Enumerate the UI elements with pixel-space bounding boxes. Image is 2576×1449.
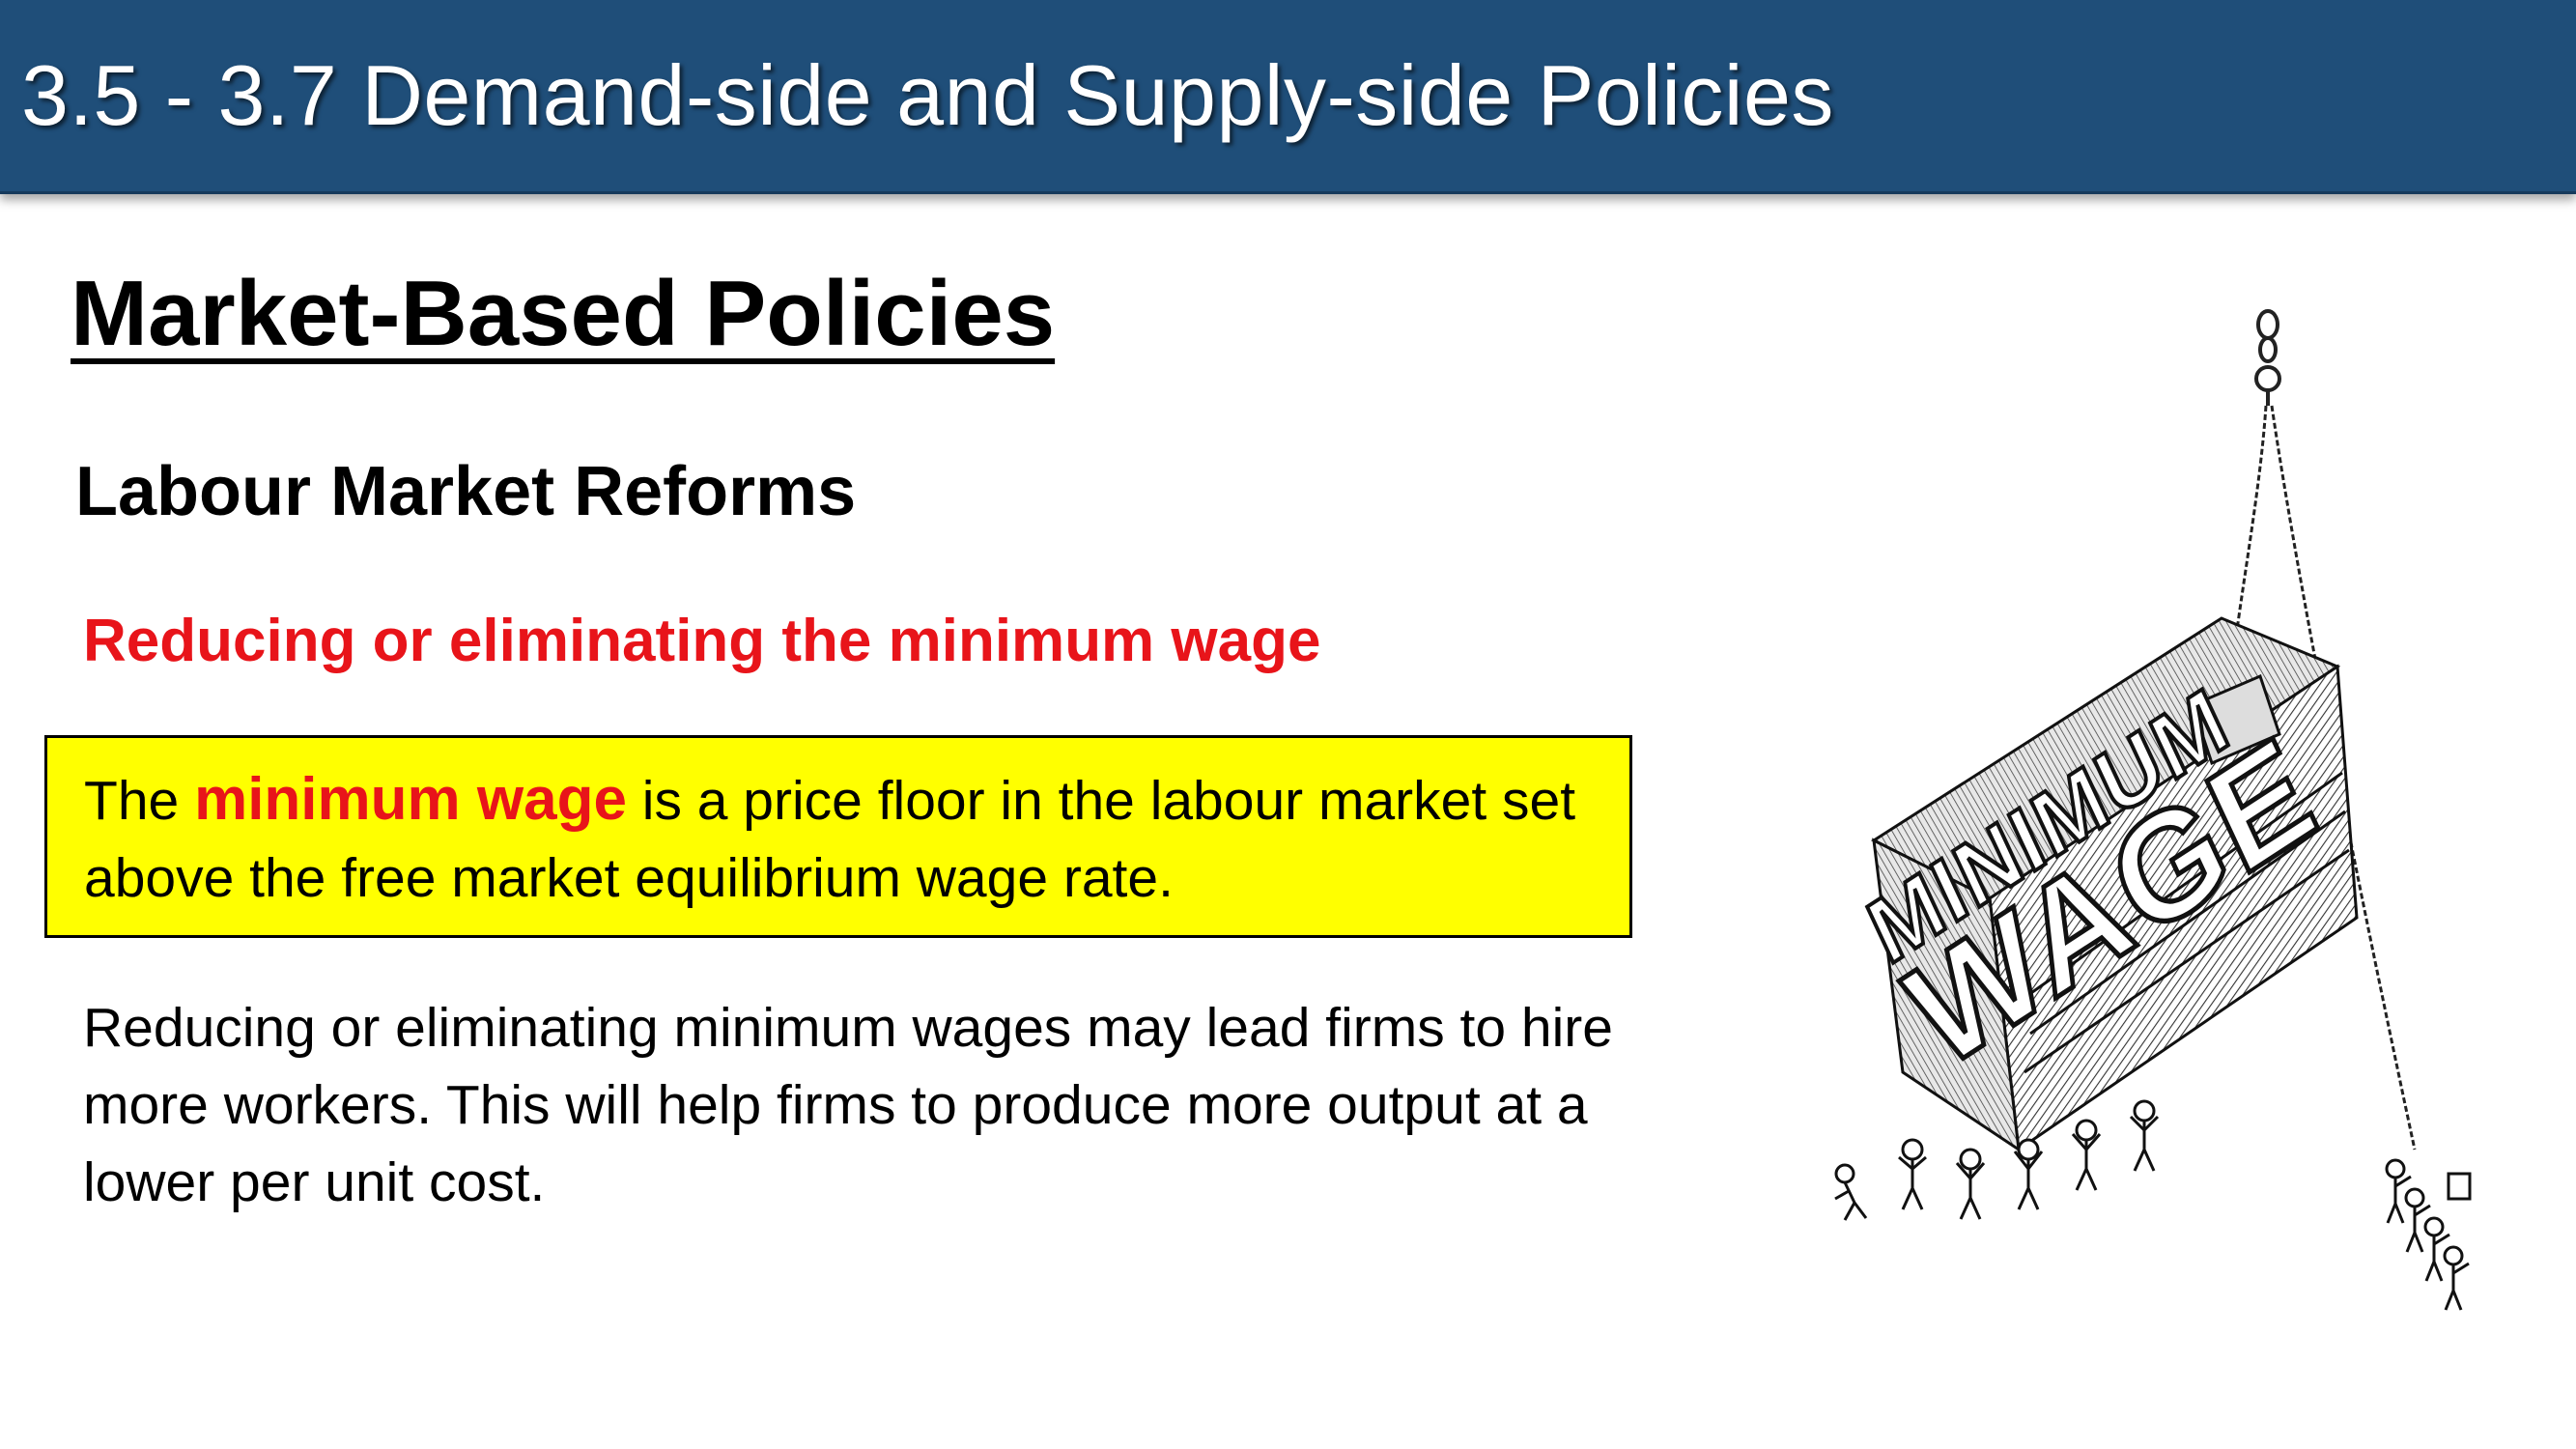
section-subtitle: Labour Market Reforms xyxy=(75,453,857,530)
definition-term: minimum wage xyxy=(194,766,627,833)
explanation-text: Reducing or eliminating minimum wages ma… xyxy=(83,997,1613,1213)
rope-pullers-icon xyxy=(2385,1158,2472,1311)
policy-heading: Reducing or eliminating the minimum wage xyxy=(83,608,1321,674)
header-bar: 3.5 - 3.7 Demand-side and Supply-side Po… xyxy=(0,0,2576,194)
definition-text: The minimum wage is a price floor in the… xyxy=(84,761,1629,917)
hook-icon xyxy=(2254,309,2281,406)
definition-prefix: The xyxy=(84,770,195,832)
workers-icon xyxy=(1834,1099,2160,1221)
definition-suffix: is a price floor in the labour market se… xyxy=(84,770,1576,909)
definition-box: The minimum wage is a price floor in the… xyxy=(44,735,1632,938)
minimum-wage-weight-cartoon-icon: MINIMUM WAGE xyxy=(1834,309,2472,1311)
slide-title: 3.5 - 3.7 Demand-side and Supply-side Po… xyxy=(21,47,1834,143)
section-title: Market-Based Policies xyxy=(71,262,1056,365)
